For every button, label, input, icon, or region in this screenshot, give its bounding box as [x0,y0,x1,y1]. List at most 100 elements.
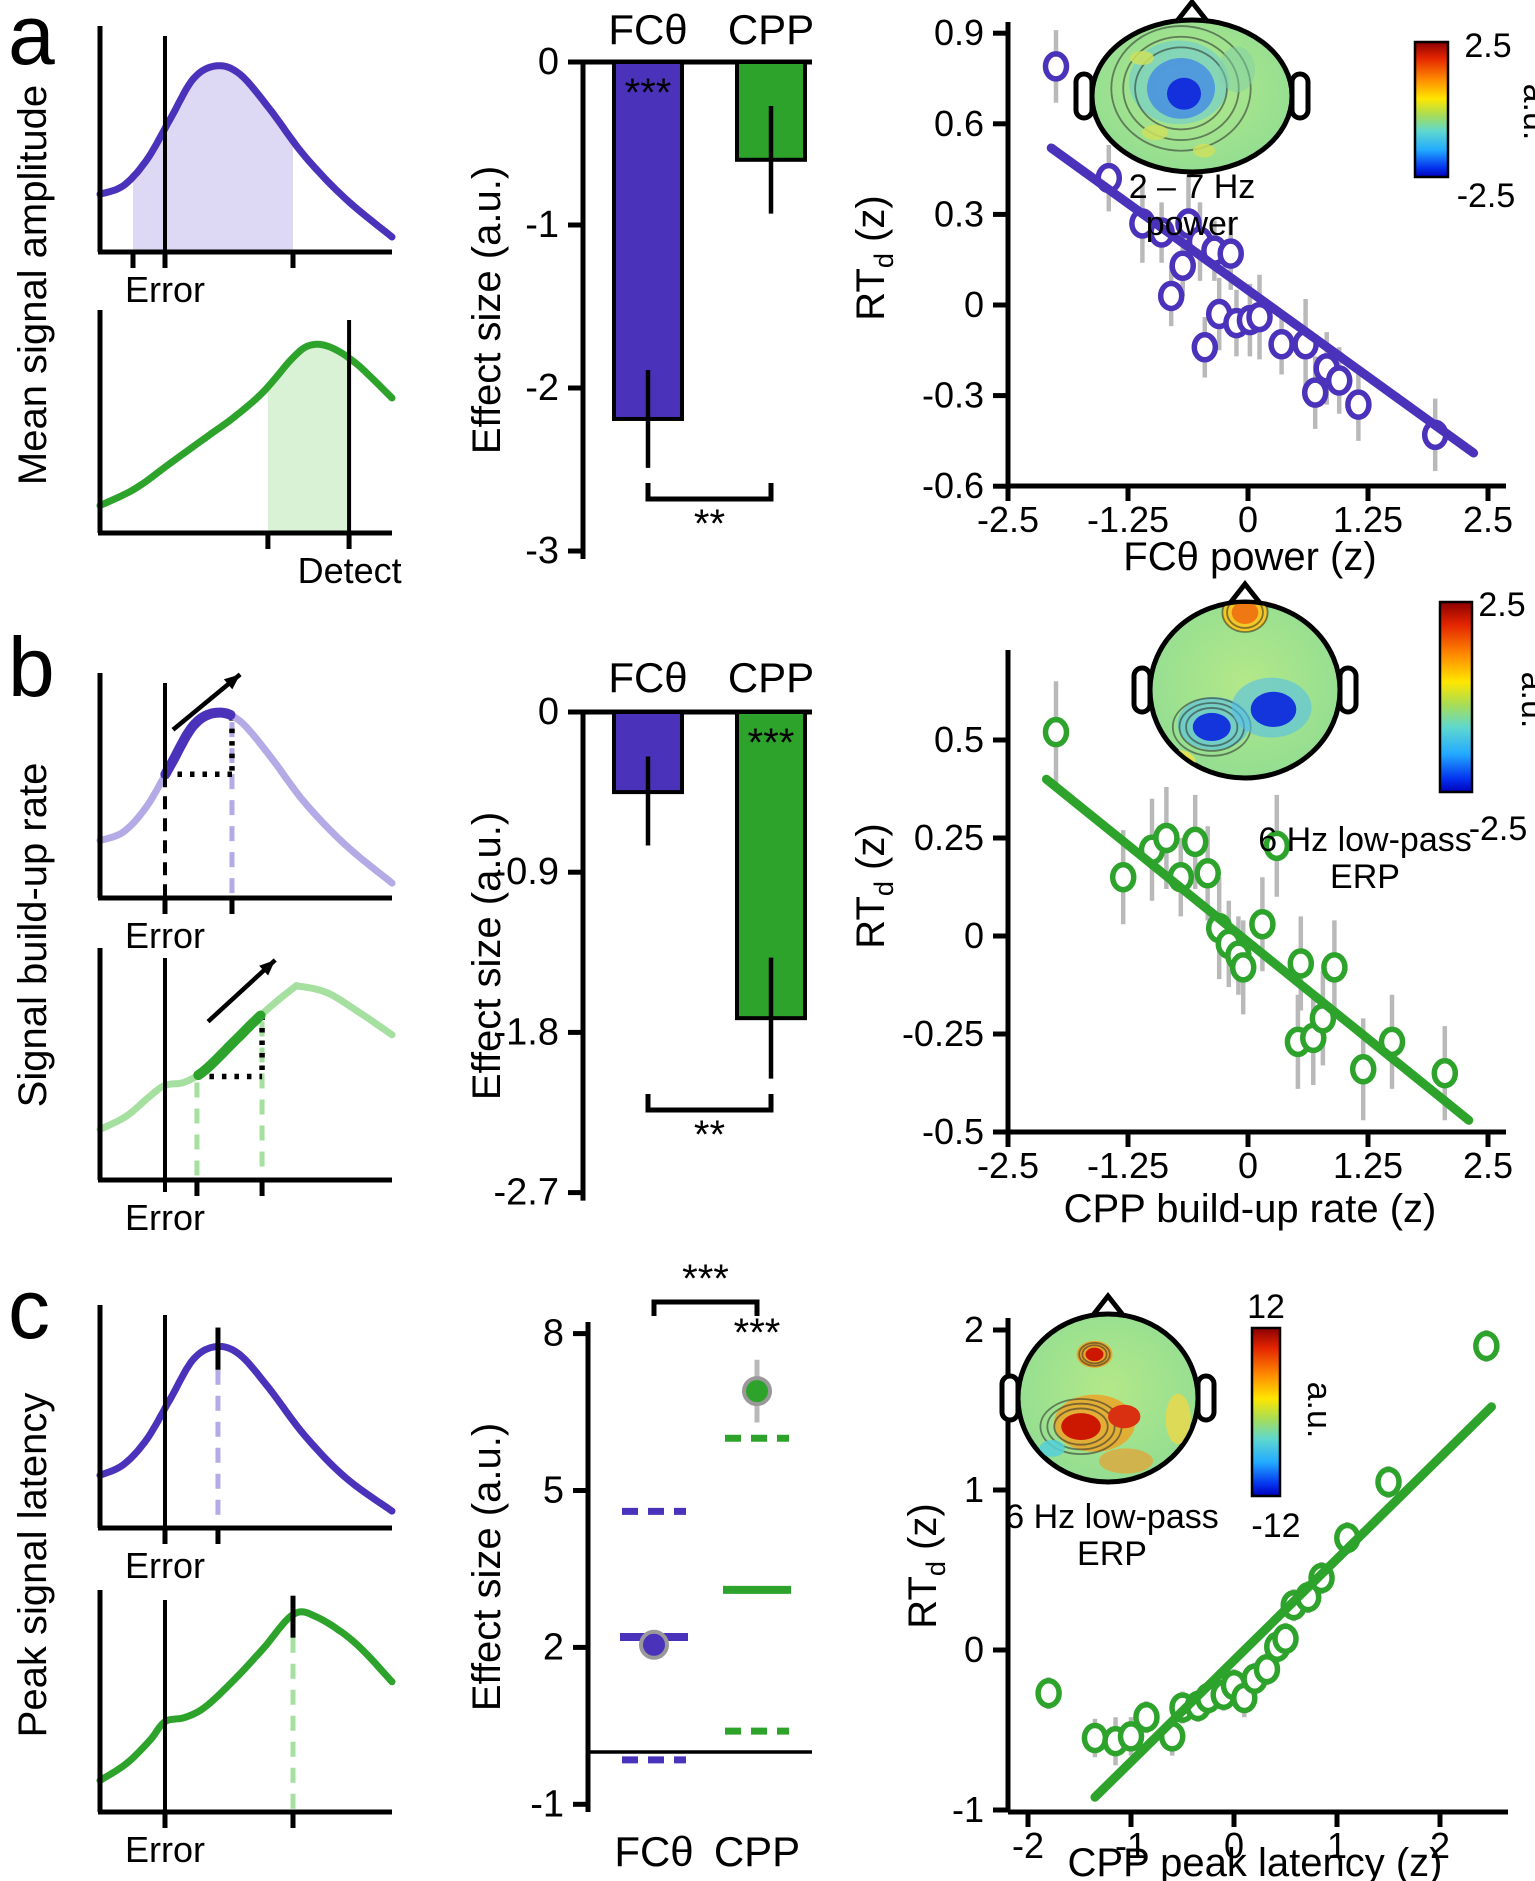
topo-blobs [1039,1340,1191,1474]
scatter-point [1375,1466,1402,1498]
scatter-point [1249,908,1276,940]
x-tick-label: 0 [1238,1145,1258,1186]
activity-blob [1165,1393,1191,1445]
comparison-bracket [645,1094,774,1113]
scatter-point [1321,952,1348,983]
scatter-point [1194,858,1221,889]
comparison-stars: *** [682,1257,729,1301]
topo-c-caption-2: ERP [1077,1535,1147,1573]
scatter-point [1217,238,1244,269]
scatter-point [1431,1057,1459,1089]
activity-blob [1250,691,1297,727]
scatter-point [1287,948,1315,979]
scatter-point [1042,716,1070,748]
panel-a-schematic-detect: Detect [96,310,402,591]
x-tick-label: 0 [1224,1825,1244,1866]
arrow-head [259,960,276,976]
activity-blob [1231,604,1259,624]
effect-c-ylabel: Effect size (a.u.) [465,1423,509,1711]
y-tick-label: 0.3 [934,193,984,234]
colorbar-b-max: 2.5 [1478,586,1525,624]
comparison-bracket [651,1299,760,1316]
colorbar-c-units: a.u. [1300,1382,1338,1439]
signal-curve-bold [160,707,236,780]
scatter-point [1246,301,1273,333]
fit-line [1041,774,1474,1125]
y-tick-label: 2 [543,1626,564,1668]
activity-blob [1142,124,1168,141]
schematic-xlabel: Error [125,1829,205,1870]
panel-c-schematic-error-purple: Error [96,1305,396,1586]
schematic-xlabel: Error [125,269,205,310]
colorbar-a [1413,40,1450,179]
y-tick-label: -0.3 [922,375,984,416]
activity-blob [1219,46,1255,93]
y-tick-label: 0.9 [934,12,984,53]
panel-b-letter: b [8,620,55,714]
activity-blob [1061,1413,1101,1441]
activity-blob [1193,143,1215,158]
fit-line [1046,143,1479,458]
schematic-xlabel: Error [125,1197,205,1238]
scatter-point [1191,332,1219,363]
y-tick-label: -2.7 [494,1172,559,1214]
activity-blob [1099,1448,1153,1474]
x-tick-label: 1.25 [1333,499,1403,540]
topo-blobs [1157,604,1312,775]
y-tick-label: 0.6 [934,103,984,144]
bar-category-label: CPP [728,654,814,701]
activity-blob [1039,1440,1065,1457]
signal-curve [96,709,396,887]
scatter-point [1042,51,1070,82]
panel-b-schematic-error-green: Error [96,948,396,1238]
y-tick-label: 0 [964,915,984,956]
scatter-point [1349,1054,1377,1085]
shaded-region [267,344,350,533]
colorbar-c-max: 12 [1247,1288,1285,1326]
bar-category-label: FCθ [608,654,687,701]
scatter-point [1157,280,1185,312]
scatter-b-xlabel: CPP build-up rate (z) [1064,1187,1437,1231]
observed-dot [639,1629,669,1660]
colorbar-a-max: 2.5 [1464,27,1511,65]
activity-blob [1167,77,1201,110]
panel-c-letter: c [8,1262,50,1356]
topo-b-caption-1: 6 Hz low-pass [1258,821,1472,859]
signal-curve [96,982,396,1133]
panel-a-letter: a [8,0,55,82]
scatter-b-ylabel: RTd (z) [849,823,899,948]
colorbar-a-min: -2.5 [1457,177,1516,215]
contour-ring [1110,25,1252,152]
scatter-point [1473,1330,1500,1362]
row-b-ylabel: Signal build-up rate [11,763,55,1108]
fit-line [1090,1402,1496,1802]
colorbar-b-min: -2.5 [1469,810,1528,848]
y-tick-label: -1 [952,1789,984,1830]
panel-c-schematic-error-green: Error [96,1590,396,1870]
signal-curve [96,1608,396,1784]
schematic-xlabel: Detect [298,550,402,591]
scatter-point [1229,952,1257,983]
colorbar-c [1250,1326,1282,1498]
topo-a-caption-2: power [1146,205,1239,243]
scatter-c-xlabel: CPP peak latency (z) [1068,1841,1443,1881]
shaded-region [133,65,293,252]
y-tick-label: 0 [964,1629,984,1670]
x-tick-label: -1.25 [1087,499,1169,540]
scatter-a-xlabel: FCθ power (z) [1123,535,1376,579]
schematic-xlabel: Error [125,915,205,956]
panel-a-schematic-error: Error [96,26,396,310]
y-tick-label: 2 [964,1309,984,1350]
scatter-point [1081,1722,1109,1754]
scatter-point [1253,1653,1281,1685]
y-tick-label: 8 [543,1313,564,1355]
x-tick-label: 2.5 [1463,499,1513,540]
comparison-stars: ** [694,502,725,546]
y-tick-label: 0.5 [934,719,984,760]
colorbar-a-units: a.u. [1516,84,1535,141]
category-label: FCθ [614,1828,693,1875]
x-tick-label: -1 [1115,1825,1147,1866]
scatter-a-ylabel: RTd (z) [849,195,899,320]
